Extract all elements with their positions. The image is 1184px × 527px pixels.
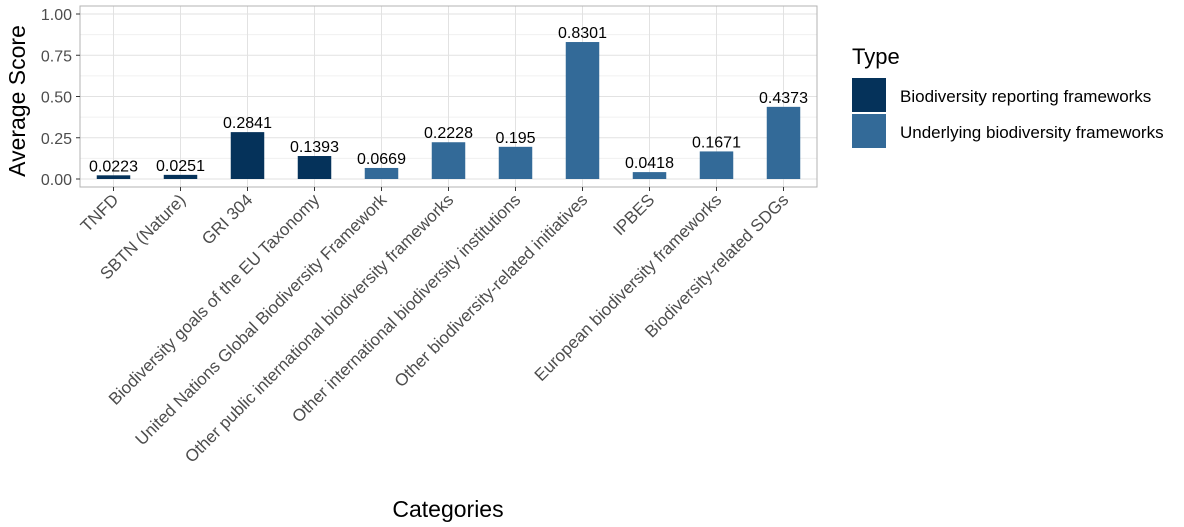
x-tick-label: IPBES (609, 190, 658, 239)
x-tick-label: United Nations Global Biodiversity Frame… (132, 190, 391, 449)
y-tick-label: 0.00 (41, 172, 72, 189)
legend-swatch-reporting (852, 78, 886, 112)
x-tick-label: Other international biodiversity institu… (288, 190, 524, 426)
x-tick-label: GRI 304 (198, 190, 256, 248)
bar-value-label: 0.4373 (759, 90, 808, 107)
bar (632, 172, 667, 179)
bar (431, 142, 466, 179)
bar (766, 106, 801, 179)
y-axis: 0.00 0.25 0.50 0.75 1.00 (41, 7, 80, 189)
bar (699, 151, 734, 179)
bar-value-label: 0.8301 (558, 25, 607, 42)
x-tick-label: TNFD (77, 190, 122, 235)
bar-value-label: 0.2841 (223, 115, 272, 132)
bar-value-label: 0.0669 (357, 151, 406, 168)
bars-layer (96, 42, 801, 179)
bar-value-label: 0.0418 (625, 155, 674, 172)
legend-label-underlying: Underlying biodiversity frameworks (900, 123, 1164, 142)
bar (163, 174, 198, 179)
bar (364, 167, 399, 179)
y-tick-label: 1.00 (41, 7, 72, 24)
y-tick-label: 0.75 (41, 48, 72, 65)
legend: Type Biodiversity reporting frameworks U… (852, 44, 1164, 148)
bar-value-label: 0.1393 (290, 139, 339, 156)
bar (565, 42, 600, 179)
legend-label-reporting: Biodiversity reporting frameworks (900, 87, 1151, 106)
y-axis-title: Average Score (4, 25, 30, 177)
bar-value-label: 0.1671 (692, 134, 741, 151)
bar-value-label: 0.0223 (89, 158, 138, 175)
bar (498, 146, 533, 179)
x-tick-label: Biodiversity-related SDGs (641, 190, 792, 341)
bar (230, 132, 265, 179)
legend-title: Type (852, 44, 900, 69)
data-labels-layer: 0.0223 0.0251 0.2841 0.1393 0.0669 0.2228 0.19… (89, 25, 808, 175)
bar-value-label: 0.195 (495, 130, 535, 147)
legend-swatch-underlying (852, 114, 886, 148)
bar-value-label: 0.0251 (156, 158, 205, 175)
bar (297, 156, 332, 179)
bar-value-label: 0.2228 (424, 125, 473, 142)
y-tick-label: 0.50 (41, 90, 72, 107)
y-tick-label: 0.25 (41, 131, 72, 148)
bar (96, 175, 131, 179)
x-axis-title: Categories (392, 496, 503, 522)
